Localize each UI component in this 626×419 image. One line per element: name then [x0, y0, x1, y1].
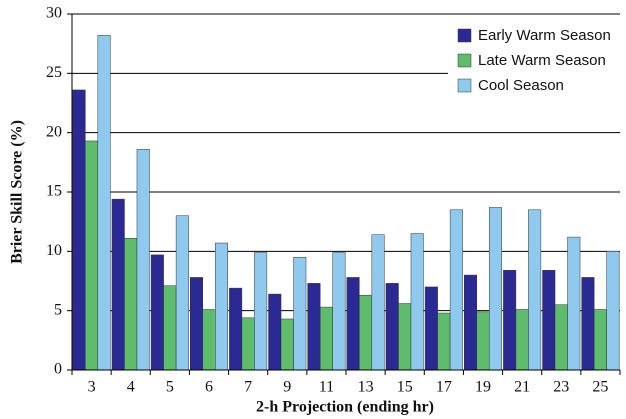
- x-tick-label: 9: [283, 379, 291, 396]
- bar: [449, 209, 463, 371]
- bar: [280, 318, 294, 371]
- bar: [554, 304, 568, 371]
- bar: [567, 236, 581, 371]
- y-axis-label: Brier Skill Score (%): [9, 120, 26, 264]
- x-tick-label: 23: [553, 379, 569, 396]
- bar: [97, 35, 111, 371]
- x-tick-label: 25: [592, 379, 608, 396]
- bar: [371, 234, 385, 371]
- bar: [515, 309, 529, 371]
- bar: [319, 306, 333, 371]
- bar: [489, 207, 502, 371]
- bar: [593, 309, 607, 371]
- bar: [385, 283, 399, 371]
- bar: [150, 254, 164, 371]
- bar: [476, 311, 490, 371]
- bar: [293, 257, 307, 371]
- y-tick-label: 10: [46, 242, 62, 259]
- y-tick-label: 20: [46, 123, 62, 140]
- bar: [307, 283, 321, 371]
- bar: [528, 209, 542, 371]
- x-tick-label: 11: [319, 379, 334, 396]
- legend-label: Early Warm Season: [478, 27, 611, 44]
- y-tick-label: 25: [46, 64, 62, 81]
- bar: [606, 251, 620, 371]
- bar: [424, 286, 438, 371]
- legend-swatch: [457, 78, 472, 93]
- bar: [410, 233, 424, 371]
- bar: [163, 285, 177, 371]
- bar: [136, 149, 150, 371]
- x-tick-label: 17: [436, 379, 452, 396]
- bar: [229, 287, 243, 371]
- legend-swatch: [457, 53, 472, 68]
- bar: [175, 215, 189, 371]
- bar: [268, 293, 282, 371]
- bar: [464, 274, 477, 371]
- bar: [503, 270, 517, 371]
- legend-label: Late Warm Season: [478, 52, 606, 69]
- y-tick-label: 5: [54, 301, 62, 318]
- bar: [190, 277, 203, 371]
- x-tick-label: 3: [88, 379, 96, 396]
- x-tick-label: 19: [475, 379, 491, 396]
- y-tick-label: 30: [46, 5, 62, 22]
- bar: [332, 252, 346, 371]
- bar: [359, 294, 373, 371]
- bar: [215, 242, 228, 371]
- bar: [202, 309, 216, 371]
- bar: [241, 317, 255, 371]
- bar: [124, 238, 138, 371]
- bar: [72, 89, 86, 371]
- bar: [85, 140, 99, 371]
- bar: [111, 198, 125, 371]
- bar: [346, 277, 360, 371]
- bar: [581, 277, 595, 371]
- x-tick-label: 7: [244, 379, 252, 396]
- x-tick-label: 13: [358, 379, 374, 396]
- y-tick-label: 0: [54, 361, 62, 378]
- bar: [398, 303, 412, 371]
- bar: [437, 312, 451, 371]
- bar: [542, 270, 556, 371]
- bar: [254, 252, 268, 371]
- x-tick-label: 4: [127, 379, 135, 396]
- legend-box: [448, 20, 620, 102]
- legend-swatch: [457, 28, 472, 43]
- x-tick-label: 15: [397, 379, 413, 396]
- x-tick-label: 21: [514, 379, 530, 396]
- x-axis-label: 2-h Projection (ending hr): [256, 399, 434, 416]
- y-tick-label: 15: [46, 183, 62, 200]
- x-tick-label: 6: [205, 379, 213, 396]
- x-tick-label: 5: [166, 379, 174, 396]
- legend-label: Cool Season: [478, 77, 564, 94]
